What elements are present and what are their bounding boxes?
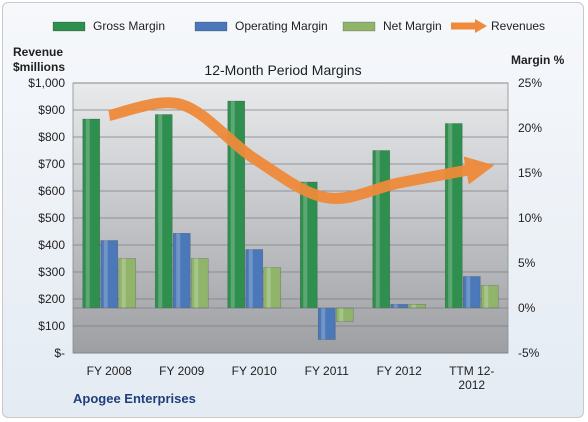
bar-net-margin	[263, 267, 282, 309]
bar-highlight	[375, 150, 380, 308]
bar-gross-margin	[154, 114, 173, 309]
revenue-line-path	[108, 97, 495, 204]
legend-swatch	[52, 21, 86, 32]
bar-highlight	[248, 249, 253, 308]
bar-highlight	[266, 267, 271, 308]
left-tick-label: $600	[38, 184, 65, 198]
bar-highlight	[484, 285, 489, 308]
bar-operating-margin	[462, 276, 481, 309]
right-tick-label: -5%	[518, 346, 540, 360]
right-tick-label: 20%	[518, 121, 542, 135]
right-axis-label: Margin %	[511, 53, 565, 67]
chart-title: 12-Month Period Margins	[204, 62, 361, 78]
left-axis-ticks: $- $100 $200 $300 $400 $500 $600 $700 $800 $900 $1…	[28, 76, 65, 360]
left-tick-label: $300	[38, 265, 65, 279]
legend-label: Gross Margin	[93, 19, 165, 33]
legend-label: Revenues	[491, 19, 545, 33]
bar-operating-margin	[390, 304, 409, 309]
bar-operating-margin	[317, 307, 336, 340]
bar-net-margin	[408, 304, 427, 309]
bar-highlight	[176, 233, 181, 308]
left-tick-label: $900	[38, 103, 65, 117]
category-label: TTM 12-2012	[449, 364, 494, 392]
bar-highlight	[121, 258, 126, 308]
left-tick-label: $800	[38, 130, 65, 144]
right-tick-label: 10%	[518, 211, 542, 225]
bar-highlight	[194, 258, 199, 308]
bar-highlight	[411, 304, 416, 308]
revenue-line	[108, 97, 495, 204]
bar-highlight	[393, 304, 398, 308]
company-footnote: Apogee Enterprises	[73, 391, 196, 406]
left-tick-label: $1,000	[28, 76, 65, 90]
bar-operating-margin	[100, 240, 119, 309]
left-tick-label: $100	[38, 319, 65, 333]
bar-gross-margin	[227, 100, 246, 309]
legend-arrow-icon	[475, 19, 487, 33]
category-label: FY 2012	[377, 364, 422, 378]
bar-highlight	[321, 308, 326, 340]
bar-net-margin	[118, 258, 137, 309]
legend-label: Net Margin	[383, 19, 442, 33]
right-axis-ticks: -5% 0% 5% 10% 15% 20% 25%	[518, 76, 542, 360]
category-label: FY 2008	[87, 364, 132, 378]
legend-swatch	[194, 21, 228, 32]
bar-net-margin	[190, 258, 209, 309]
right-tick-label: 15%	[518, 166, 542, 180]
chart-frame: Gross Margin Operating Margin Net Margin Re…	[2, 2, 584, 418]
left-tick-label: $-	[54, 346, 65, 360]
bar-net-margin	[335, 307, 354, 322]
left-tick-label: $700	[38, 157, 65, 171]
bar-highlight	[303, 182, 308, 308]
bar-gross-margin	[444, 123, 463, 309]
bar-net-margin	[480, 285, 499, 309]
bar-highlight	[85, 119, 90, 308]
bar-gross-margin	[372, 150, 391, 309]
bar-highlight	[466, 276, 471, 308]
left-tick-label: $500	[38, 211, 65, 225]
bar-highlight	[103, 240, 108, 308]
right-tick-label: 5%	[518, 256, 536, 270]
legend: Gross Margin Operating Margin Net Margin Re…	[52, 19, 545, 33]
bar-operating-margin	[172, 233, 191, 309]
left-axis-label-line2: $millions	[13, 60, 65, 74]
legend-swatch	[342, 21, 376, 32]
category-label: FY 2011	[305, 364, 350, 378]
right-tick-label: 25%	[518, 76, 542, 90]
bar-highlight	[230, 101, 235, 308]
left-tick-label: $200	[38, 292, 65, 306]
left-tick-label: $400	[38, 238, 65, 252]
bar-operating-margin	[245, 249, 264, 309]
left-axis-label-line1: Revenue	[13, 45, 63, 59]
bar-gross-margin	[299, 181, 318, 309]
category-labels: FY 2008 FY 2009 FY 2010 FY 2011 FY 2012 TTM 1…	[87, 364, 495, 392]
bar-highlight	[158, 114, 163, 308]
category-label: FY 2009	[159, 364, 204, 378]
bar-highlight	[339, 308, 344, 322]
margins-chart: Gross Margin Operating Margin Net Margin Re…	[13, 19, 565, 406]
gridlines	[73, 82, 508, 354]
category-label: FY 2010	[232, 364, 277, 378]
right-tick-label: 0%	[518, 301, 536, 315]
bar-highlight	[448, 123, 453, 308]
legend-label: Operating Margin	[235, 19, 328, 33]
bar-gross-margin	[82, 118, 101, 309]
